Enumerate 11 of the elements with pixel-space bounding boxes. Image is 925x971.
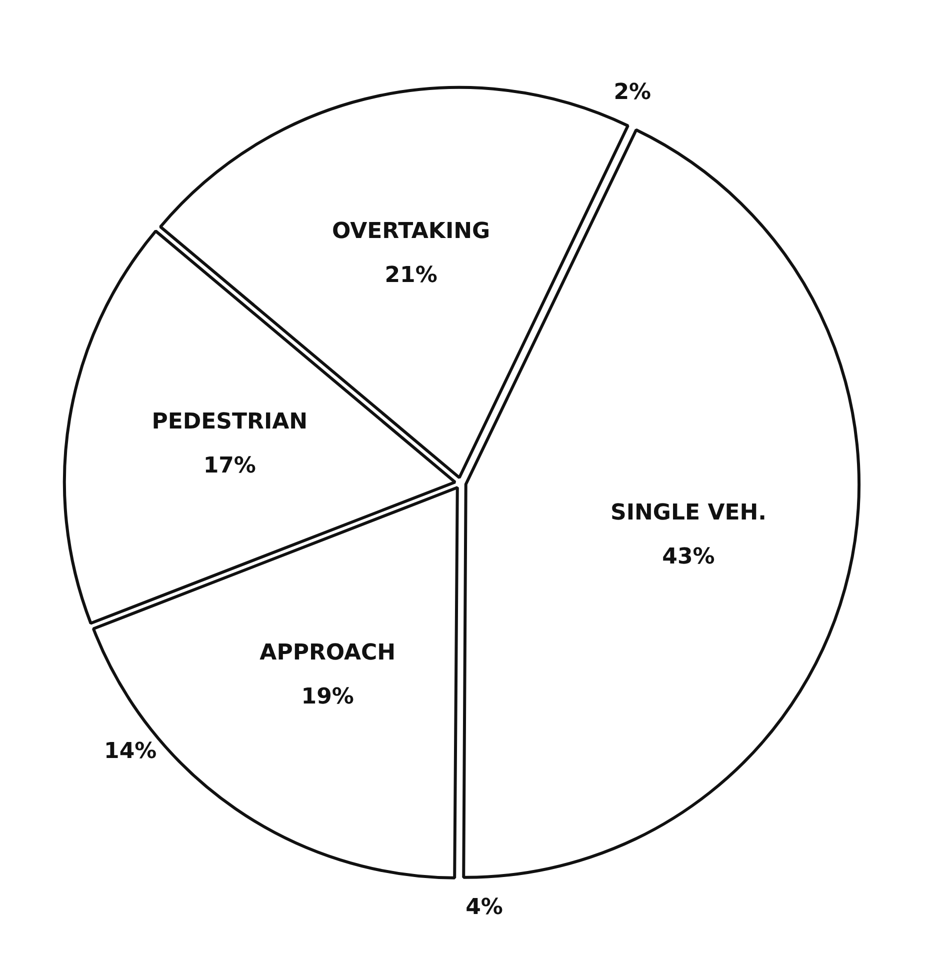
- text: 2%: [614, 80, 652, 105]
- slice-label: APPROACH: [260, 640, 396, 666]
- text: 4%: [466, 895, 503, 920]
- slice-label: PEDESTRIAN: [152, 410, 308, 434]
- data-label: 17%: [203, 454, 256, 478]
- data-label: 43%: [662, 544, 715, 570]
- text: 14%: [104, 738, 157, 764]
- slice-label: OVERTAKING: [332, 219, 490, 244]
- data-label: 19%: [301, 684, 354, 710]
- data-label: 21%: [384, 263, 438, 288]
- slice-label: SINGLE VEH.: [610, 500, 767, 526]
